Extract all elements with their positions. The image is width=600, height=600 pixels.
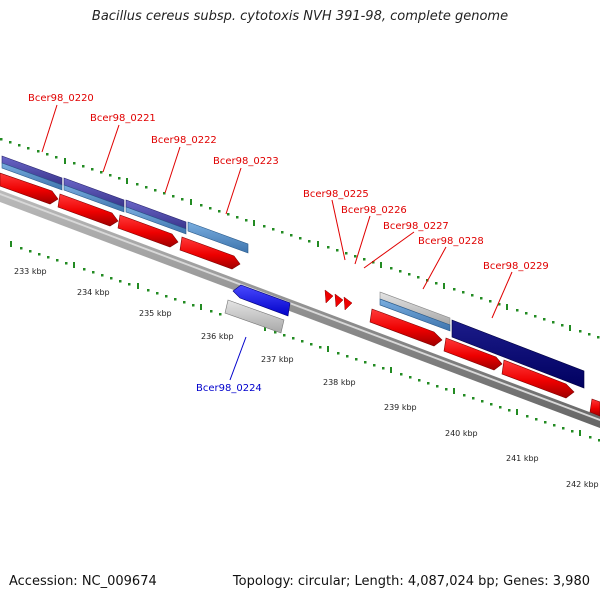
gene-label-bcer98-0221[interactable]: Bcer98_0221 — [90, 113, 156, 124]
scale-label: 233 kbp — [14, 267, 47, 276]
scale-label: 238 kbp — [323, 378, 356, 387]
genome-summary-text: Topology: circular; Length: 4,087,024 bp… — [232, 574, 590, 589]
gene-label-bcer98-0220[interactable]: Bcer98_0220 — [28, 93, 94, 104]
forward-cds — [0, 172, 600, 417]
scale-label: 241 kbp — [506, 454, 539, 463]
reverse-cds — [224, 284, 291, 334]
scale-label: 236 kbp — [201, 332, 234, 341]
feature-bands — [1, 155, 585, 389]
scale-label: 240 kbp — [445, 429, 478, 438]
gene-label-bcer98-0222[interactable]: Bcer98_0222 — [151, 135, 217, 146]
gene-label-bcer98-0225[interactable]: Bcer98_0225 — [303, 189, 369, 200]
genome-backbone-shine — [0, 193, 600, 421]
gene-label-bcer98-0229[interactable]: Bcer98_0229 — [483, 261, 549, 272]
scale-label: 242 kbp — [566, 480, 599, 489]
accession-text: Accession: NC_009674 — [9, 574, 157, 589]
gene-label-bcer98-0223[interactable]: Bcer98_0223 — [213, 156, 279, 167]
gene-label-bcer98-0226[interactable]: Bcer98_0226 — [341, 205, 407, 216]
gene-label-bcer98-0228[interactable]: Bcer98_0228 — [418, 236, 484, 247]
gene-label-bcer98-0227[interactable]: Bcer98_0227 — [383, 221, 449, 232]
scale-label: 239 kbp — [384, 403, 417, 412]
scale-label: 234 kbp — [77, 288, 110, 297]
genome-backbone — [0, 190, 600, 428]
gene-labels: Bcer98_0220 Bcer98_0221 Bcer98_0222 Bcer… — [28, 93, 549, 394]
lower-ruler — [10, 241, 600, 442]
label-leader-lines — [41, 104, 513, 381]
gene-label-bcer98-0224[interactable]: Bcer98_0224 — [196, 383, 262, 394]
map-title: Bacillus cereus subsp. cytotoxis NVH 391… — [91, 9, 509, 24]
scale-labels: 233 kbp 234 kbp 235 kbp 236 kbp 237 kbp … — [14, 267, 599, 489]
scale-label: 237 kbp — [261, 355, 294, 364]
scale-label: 235 kbp — [139, 309, 172, 318]
